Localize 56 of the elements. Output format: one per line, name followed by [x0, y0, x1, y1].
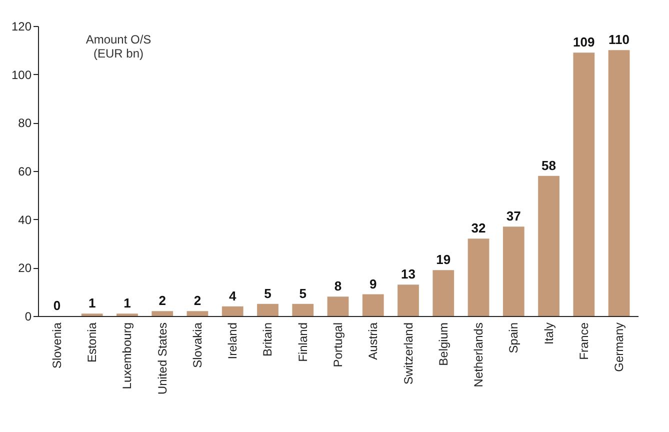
data-label: 2	[194, 293, 202, 308]
data-label: 13	[401, 266, 416, 282]
data-label: 1	[124, 296, 131, 311]
x-tick-label: United States	[155, 322, 170, 395]
x-tick-label: Finland	[296, 322, 310, 362]
data-label: 0	[53, 298, 61, 313]
y-tick-label: 40	[18, 212, 32, 227]
x-tick-label: Portugal	[331, 322, 345, 368]
x-tick-label: Slovenia	[50, 322, 64, 369]
data-label: 19	[436, 252, 451, 268]
x-tick-label: Belgium	[436, 322, 450, 366]
x-tick-label: Luxembourg	[120, 322, 134, 390]
bar	[327, 296, 349, 316]
bar	[257, 304, 278, 316]
x-tick-label: Ireland	[226, 322, 240, 360]
bar	[502, 226, 524, 316]
data-label: 5	[299, 286, 306, 301]
bar	[222, 306, 244, 316]
x-tick-label: Switzerland	[401, 322, 416, 385]
bar	[398, 284, 419, 316]
bar	[362, 294, 384, 316]
y-tick-label: 100	[11, 68, 32, 82]
data-label: 9	[370, 276, 377, 292]
x-tick-label: Slovakia	[190, 322, 204, 368]
x-tick-label: France	[576, 322, 591, 360]
y-tick-label: 60	[18, 164, 32, 178]
y-axis-title: Amount O/S (EUR bn)	[86, 32, 152, 60]
data-label: 58	[542, 158, 556, 173]
bar	[292, 304, 314, 316]
data-label: 109	[573, 34, 595, 50]
x-tick-label: Austria	[366, 322, 380, 360]
data-label: 110	[608, 32, 630, 48]
data-label: 8	[334, 278, 342, 294]
x-tick-label: Germany	[612, 322, 626, 372]
y-tick-label: 120	[11, 20, 32, 34]
data-label: 1	[88, 296, 96, 311]
bar	[538, 176, 560, 316]
data-label: 2	[158, 293, 166, 308]
data-label: 37	[506, 208, 521, 224]
bar	[573, 52, 595, 316]
x-tick-label: Estonia	[85, 322, 100, 363]
data-label: 32	[471, 220, 486, 236]
y-tick-label: 80	[18, 116, 32, 130]
y-tick-label: 0	[24, 310, 32, 324]
data-label: 4	[228, 288, 237, 304]
bar	[152, 311, 174, 316]
x-tick-label: Spain	[506, 322, 521, 354]
bar	[432, 270, 454, 316]
x-tick-label: Britain	[260, 322, 275, 357]
x-tick-label: Netherlands	[472, 322, 486, 388]
y-tick-label: 20	[18, 261, 32, 276]
bar	[468, 238, 490, 316]
bar	[608, 50, 630, 316]
data-label: 5	[264, 286, 272, 301]
x-tick-label: Italy	[542, 322, 556, 345]
bar	[186, 311, 208, 316]
